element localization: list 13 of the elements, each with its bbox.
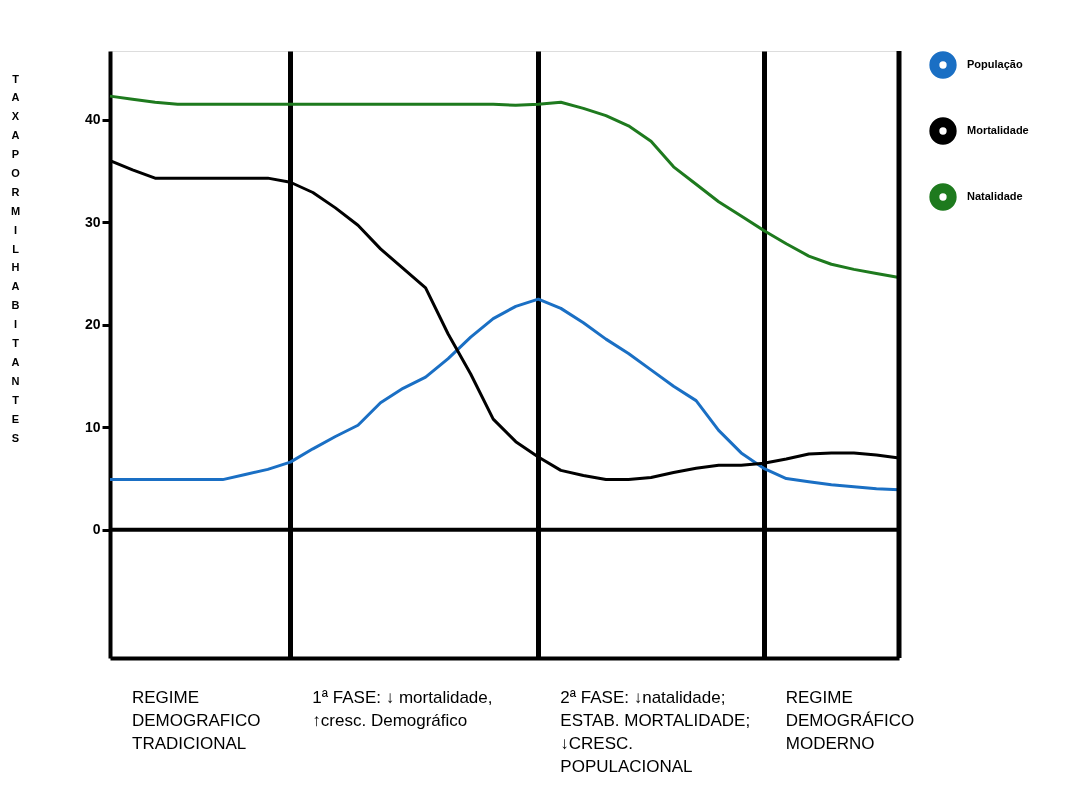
y-tick-label: 30 bbox=[84, 213, 101, 230]
text: REGIME DEMOGRÁFICO MODERNO bbox=[785, 688, 915, 753]
text: TAXA POR MIL HABITANTES bbox=[10, 72, 21, 444]
y-tick-label: 0 bbox=[92, 521, 101, 538]
text: 1ª FASE: ↓ mortalidade, ↑cresc. Demográfico bbox=[312, 688, 493, 730]
text: 2ª FASE: ↓natalidade; ESTAB. MORTALIDADE; ↓CRESC. POPULACIONAL bbox=[560, 688, 751, 776]
y-tick-label: 10 bbox=[84, 418, 101, 435]
y-tick-label: 20 bbox=[84, 316, 101, 333]
legend-label: Natalidade bbox=[967, 190, 1023, 202]
text: REGIME DEMOGRAFICO TRADICIONAL bbox=[132, 688, 261, 753]
legend-label: Mortalidade bbox=[967, 124, 1029, 136]
legend-label: População bbox=[967, 58, 1023, 70]
y-tick-label: 40 bbox=[84, 111, 101, 128]
